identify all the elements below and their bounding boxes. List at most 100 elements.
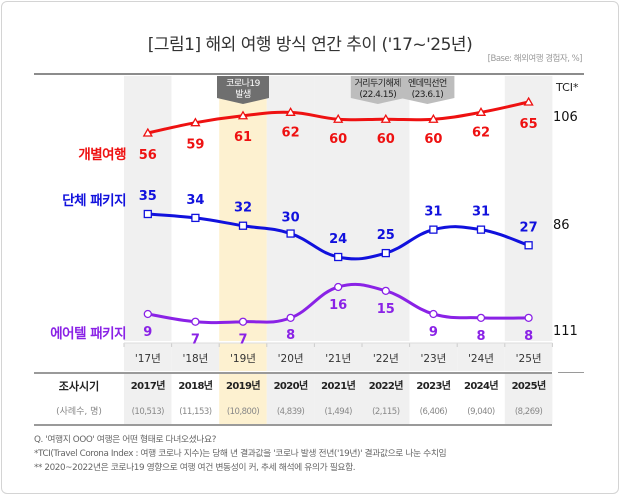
footnote-tci: *TCI(Travel Corona Index : 여행 코로나 지수)는 당… <box>34 449 447 459</box>
data-label: 31 <box>424 205 442 220</box>
table-cell-sample-size: (9,040) <box>467 407 495 417</box>
data-label: 8 <box>476 329 485 344</box>
year-label-band-2 <box>219 343 267 371</box>
data-label: 27 <box>520 220 538 235</box>
table-cell-sample-size: (1,494) <box>324 407 352 417</box>
data-point-marker <box>523 96 534 106</box>
base-note: [Base: 해외여행 경험자, %] <box>487 54 583 64</box>
table-cell-sample-size: (11,153) <box>179 407 212 417</box>
table-divider-bottom <box>34 424 552 426</box>
table-row-label-sample-size: (사례수, 명) <box>56 407 102 417</box>
column-band-7 <box>457 76 505 341</box>
table-cell-year: 2020년 <box>274 379 308 392</box>
table-cell-year: 2024년 <box>464 379 498 392</box>
table-cell-sample-size: (10,513) <box>132 407 165 417</box>
data-point-marker <box>238 221 248 230</box>
series-label-group-package: 단체 패키지 <box>62 193 126 209</box>
x-tick-label: '22년 <box>373 353 399 365</box>
data-point-marker <box>143 309 152 319</box>
event-label-line2-0: 발생 <box>235 89 251 100</box>
table-divider-right <box>558 372 584 373</box>
data-point-marker <box>428 113 439 123</box>
data-label: 34 <box>186 193 204 208</box>
data-label: 25 <box>377 228 395 243</box>
top-divider <box>34 73 584 75</box>
event-label-line2-2: (23.6.1) <box>412 90 444 100</box>
data-point-marker <box>238 317 248 326</box>
series-label-individual: 개별여행 <box>78 147 126 163</box>
data-label: 60 <box>329 132 347 147</box>
year-label-band-7 <box>457 343 505 371</box>
data-label: 31 <box>472 205 490 220</box>
column-band-8 <box>504 76 553 341</box>
data-point-marker <box>524 241 533 250</box>
table-column-band-4 <box>314 374 362 424</box>
data-label: 56 <box>139 148 157 163</box>
data-point-marker <box>190 117 201 127</box>
data-label: 8 <box>524 329 533 344</box>
data-point-marker <box>237 110 249 120</box>
data-label: 62 <box>282 125 300 140</box>
table-divider-top <box>34 372 552 374</box>
table-cell-year: 2017년 <box>131 379 165 392</box>
tci-value-airtel-package: 111 <box>553 324 578 339</box>
data-label: 24 <box>329 232 347 247</box>
column-band-2 <box>219 76 267 341</box>
data-point-marker <box>286 313 295 323</box>
table-cell-year: 2018년 <box>178 379 212 392</box>
x-tick-label: '21년 <box>325 353 351 365</box>
data-point-marker <box>285 107 296 116</box>
year-label-band-1 <box>171 343 220 371</box>
data-label: 7 <box>191 333 200 348</box>
event-label-line2-1: (22.4.15) <box>359 90 396 100</box>
data-point-marker <box>429 225 438 234</box>
data-label: 9 <box>429 325 438 340</box>
table-cell-year: 2023년 <box>416 379 450 392</box>
table-cell-year: 2022년 <box>369 379 403 392</box>
footnote-covid-caution: ** 2020~2022년은 코로나19 영향으로 여행 여건 변동성이 커, … <box>34 463 356 473</box>
table-column-band-6 <box>409 374 458 424</box>
table-column-band-0 <box>124 374 172 424</box>
year-label-band-5 <box>362 343 410 371</box>
table-column-band-1 <box>171 374 220 424</box>
data-point-marker <box>142 127 153 137</box>
data-point-marker <box>380 113 391 123</box>
data-label: 7 <box>238 333 247 348</box>
table-cell-sample-size: (6,406) <box>420 407 448 417</box>
data-label: 32 <box>234 201 252 216</box>
table-cell-year: 2021년 <box>321 379 355 392</box>
data-label: 61 <box>234 130 252 145</box>
x-tick-label: '25년 <box>516 353 542 365</box>
table-column-band-7 <box>457 374 505 424</box>
x-tick-label: '18년 <box>182 353 208 365</box>
tci-value-individual: 106 <box>553 110 578 125</box>
year-label-band-4 <box>314 343 362 371</box>
table-column-band-2 <box>219 374 267 424</box>
column-band-3 <box>266 76 315 341</box>
year-label-band-8 <box>504 343 553 371</box>
table-cell-sample-size: (4,839) <box>277 407 305 417</box>
column-band-0 <box>124 76 172 341</box>
series-label-airtel-package: 에어텔 패키지 <box>50 326 126 342</box>
data-label: 62 <box>472 125 490 140</box>
event-callout-2 <box>400 76 455 104</box>
data-label: 60 <box>424 132 442 147</box>
event-label-line1-0: 코로나19 <box>226 78 261 89</box>
column-band-1 <box>171 76 220 341</box>
data-label: 15 <box>377 302 395 317</box>
event-label-line1-1: 거리두기해제 <box>354 78 401 89</box>
data-label: 30 <box>282 211 300 226</box>
data-label: 9 <box>143 325 152 340</box>
data-point-marker <box>333 113 344 123</box>
data-point-marker <box>191 317 200 326</box>
table-column-band-8 <box>504 374 553 424</box>
x-tick-label: '19년 <box>230 353 256 365</box>
x-tick-label: '20년 <box>278 353 304 365</box>
table-cell-year: 2019년 <box>226 379 260 392</box>
data-label: 60 <box>377 132 395 147</box>
event-callout-0 <box>217 76 269 104</box>
footnote-question: Q. '여행지 OOO' 여행은 어떤 형태로 다녀오셨나요? <box>34 435 216 445</box>
tci-value-group-package: 86 <box>553 218 570 233</box>
data-point-marker <box>476 313 486 323</box>
